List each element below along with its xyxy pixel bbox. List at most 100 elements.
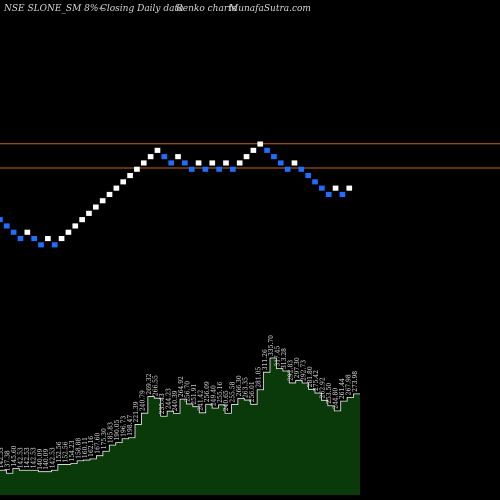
chart-symbol-label: NSE SLONE_SM 8%~ [3,4,106,14]
renko-brick-13 [86,210,92,216]
renko-brick-50 [339,191,346,197]
renko-brick-28 [188,166,195,172]
volume-label-38: 263.35 [243,377,250,398]
renko-brick-30 [202,166,209,172]
renko-brick-25 [168,160,174,166]
renko-brick-37 [250,147,257,153]
renko-brick-27 [182,160,188,166]
volume-label-46: 297.30 [294,357,301,378]
renko-bricks [0,141,353,248]
volume-outline [0,357,360,474]
chart-header: NSE SLONE_SM 8%~ Closing Daily data Renk… [3,4,311,14]
renko-brick-35 [236,160,243,166]
volume-label-27: 240.39 [172,390,179,411]
renko-brick-49 [332,185,339,191]
volume-panel [0,357,360,495]
chart-kind-label: Renko charts [175,4,237,14]
volume-label-31: 241.42 [198,390,205,411]
volume-label-10: 152.56 [63,441,70,462]
volume-label-28: 264.92 [178,376,185,397]
level-lines [0,143,500,169]
renko-brick-15 [99,198,106,204]
volume-label-1: 137.38 [5,450,12,471]
renko-brick-14 [93,204,99,210]
volume-label-5: 142.53 [30,447,37,468]
volume-label-44: 313.28 [281,348,288,369]
volume-label-54: 267.98 [345,374,352,395]
volume-labels: 142.53 137.38 145.60 142.53 142.53 142.53 140.… [0,335,359,471]
volume-label-18: 190.05 [114,419,121,440]
chart-site-label: MunafaSutra.com [228,4,311,14]
volume-label-7: 140.09 [43,449,50,470]
volume-label-22: 240.79 [140,390,147,411]
volume-label-3: 142.53 [18,447,25,468]
renko-brick-45 [305,173,311,179]
volume-label-29: 256.70 [185,381,192,402]
renko-brick-38 [257,141,264,147]
volume-label-36: 255.58 [230,381,237,402]
renko-brick-47 [319,185,325,191]
volume-label-34: 255.16 [217,382,224,403]
chart-description-label: Closing Daily data [100,4,184,14]
renko-brick-5 [31,236,37,242]
volume-label-19: 196.73 [120,416,127,437]
volume-label-14: 162.16 [88,436,95,457]
renko-brick-18 [120,179,127,185]
renko-brick-33 [223,160,229,166]
renko-brick-24 [161,154,168,160]
volume-label-51: 253.50 [326,383,333,404]
renko-brick-12 [79,217,85,223]
renko-brick-29 [195,160,202,166]
volume-label-4: 142.53 [24,447,31,468]
volume-label-40: 281.05 [255,367,262,388]
renko-brick-51 [346,185,353,191]
volume-label-0: 142.53 [0,447,5,468]
volume-label-8: 142.53 [50,447,57,468]
renko-brick-41 [277,160,284,166]
volume-label-39: 256.01 [249,381,256,402]
renko-brick-11 [72,223,79,229]
volume-label-49: 275.42 [313,370,320,391]
renko-brick-2 [10,229,17,235]
volume-label-9: 152.56 [56,441,63,462]
renko-brick-31 [209,160,216,166]
renko-brick-19 [127,173,133,179]
volume-label-50: 262.92 [320,377,327,398]
volume-label-33: 249.40 [210,385,217,406]
volume-label-55: 273.98 [352,371,359,392]
renko-brick-6 [38,242,44,248]
volume-label-17: 185.83 [108,422,115,443]
renko-brick-34 [230,166,236,172]
renko-brick-46 [312,179,318,185]
renko-brick-3 [17,236,24,242]
renko-brick-44 [298,166,305,172]
volume-label-23: 269.32 [146,373,153,394]
volume-label-24: 266.55 [153,375,160,396]
renko-brick-42 [284,166,291,172]
volume-label-20: 198.47 [127,415,134,436]
volume-label-41: 311.26 [262,349,269,370]
volume-label-42: 335.70 [268,335,275,356]
renko-brick-26 [175,154,181,160]
renko-brick-1 [3,223,10,229]
volume-area [0,358,360,495]
volume-label-43: 317.45 [275,345,282,366]
renko-brick-32 [216,166,222,172]
renko-brick-48 [325,191,332,197]
volume-label-52: 244.80 [333,388,340,409]
renko-brick-16 [106,191,113,197]
renko-brick-0 [0,217,3,223]
volume-label-13: 160.11 [82,437,89,458]
renko-brick-36 [243,154,250,160]
volume-label-11: 154.23 [69,440,76,461]
volume-label-26: 244.23 [165,388,172,409]
volume-label-35: 240.65 [223,390,230,411]
renko-brick-20 [134,166,140,172]
volume-label-53: 261.44 [339,378,346,399]
volume-label-48: 281.80 [307,366,314,387]
volume-label-21: 221.39 [133,401,140,422]
renko-brick-21 [140,160,147,166]
renko-brick-10 [65,229,72,235]
